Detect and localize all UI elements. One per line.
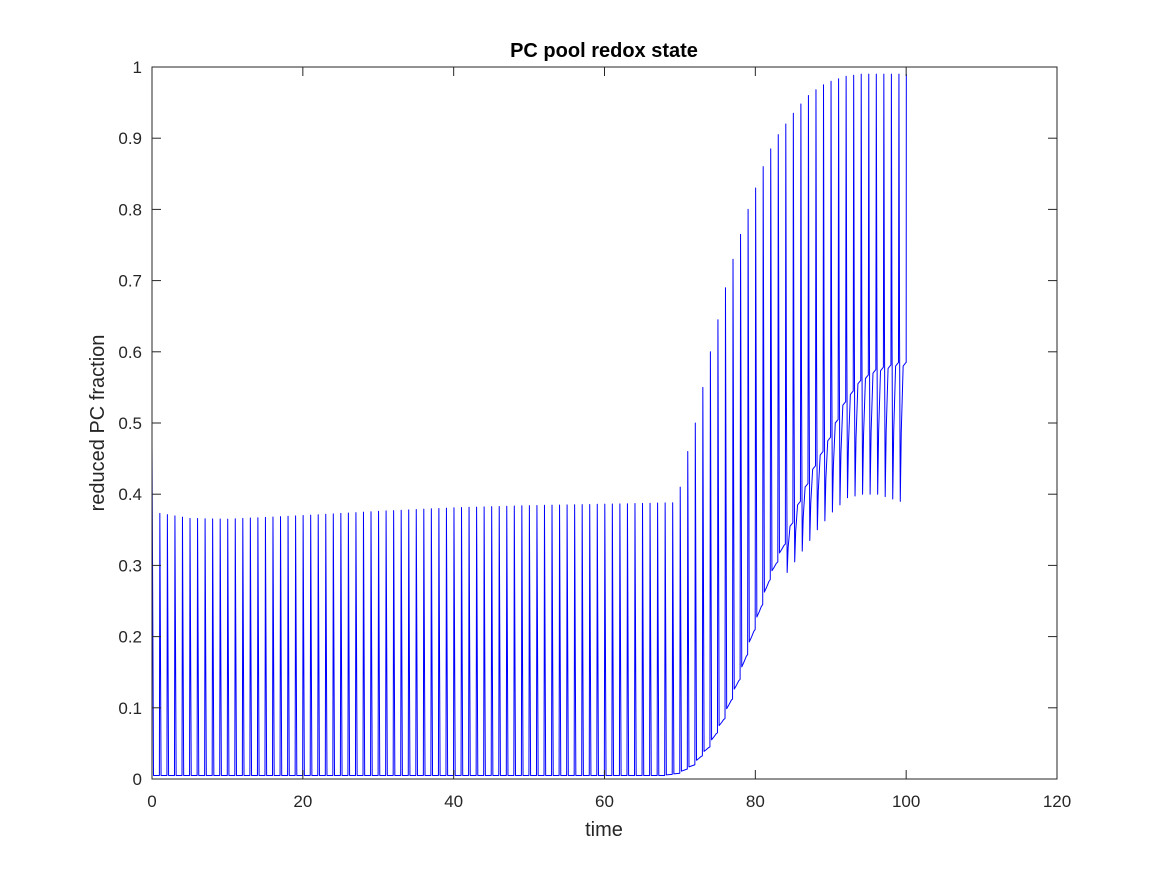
x-tick-label: 80 xyxy=(746,792,765,811)
x-tick-label: 20 xyxy=(293,792,312,811)
y-tick-label: 0.1 xyxy=(118,699,142,718)
y-tick-label: 0.6 xyxy=(118,343,142,362)
y-tick-label: 0.4 xyxy=(118,485,142,504)
x-tick-label: 100 xyxy=(892,792,920,811)
x-tick-label: 120 xyxy=(1043,792,1071,811)
y-tick-label: 1 xyxy=(133,58,142,77)
y-tick-label: 0.8 xyxy=(118,200,142,219)
x-tick-label: 40 xyxy=(444,792,463,811)
x-tick-label: 0 xyxy=(147,792,156,811)
x-axis-label: time xyxy=(585,819,623,841)
y-tick-label: 0.3 xyxy=(118,556,142,575)
series-layer xyxy=(151,73,907,776)
y-tick-label: 0.5 xyxy=(118,414,142,433)
y-tick-label: 0 xyxy=(133,770,142,789)
y-tick-label: 0.7 xyxy=(118,272,142,291)
x-tick-label: 60 xyxy=(595,792,614,811)
y-tick-label: 0.2 xyxy=(118,628,142,647)
y-axis-label: reduced PC fraction xyxy=(87,335,109,512)
chart-title: PC pool redox state xyxy=(510,40,698,62)
series-line xyxy=(151,73,907,776)
tick-layer: 0 20 40 60 80 100 120 0 0.1 0.2 0.3 0.4 0.5 0.6 0.7 0.8… xyxy=(118,58,1071,811)
y-tick-label: 0.9 xyxy=(118,129,142,148)
